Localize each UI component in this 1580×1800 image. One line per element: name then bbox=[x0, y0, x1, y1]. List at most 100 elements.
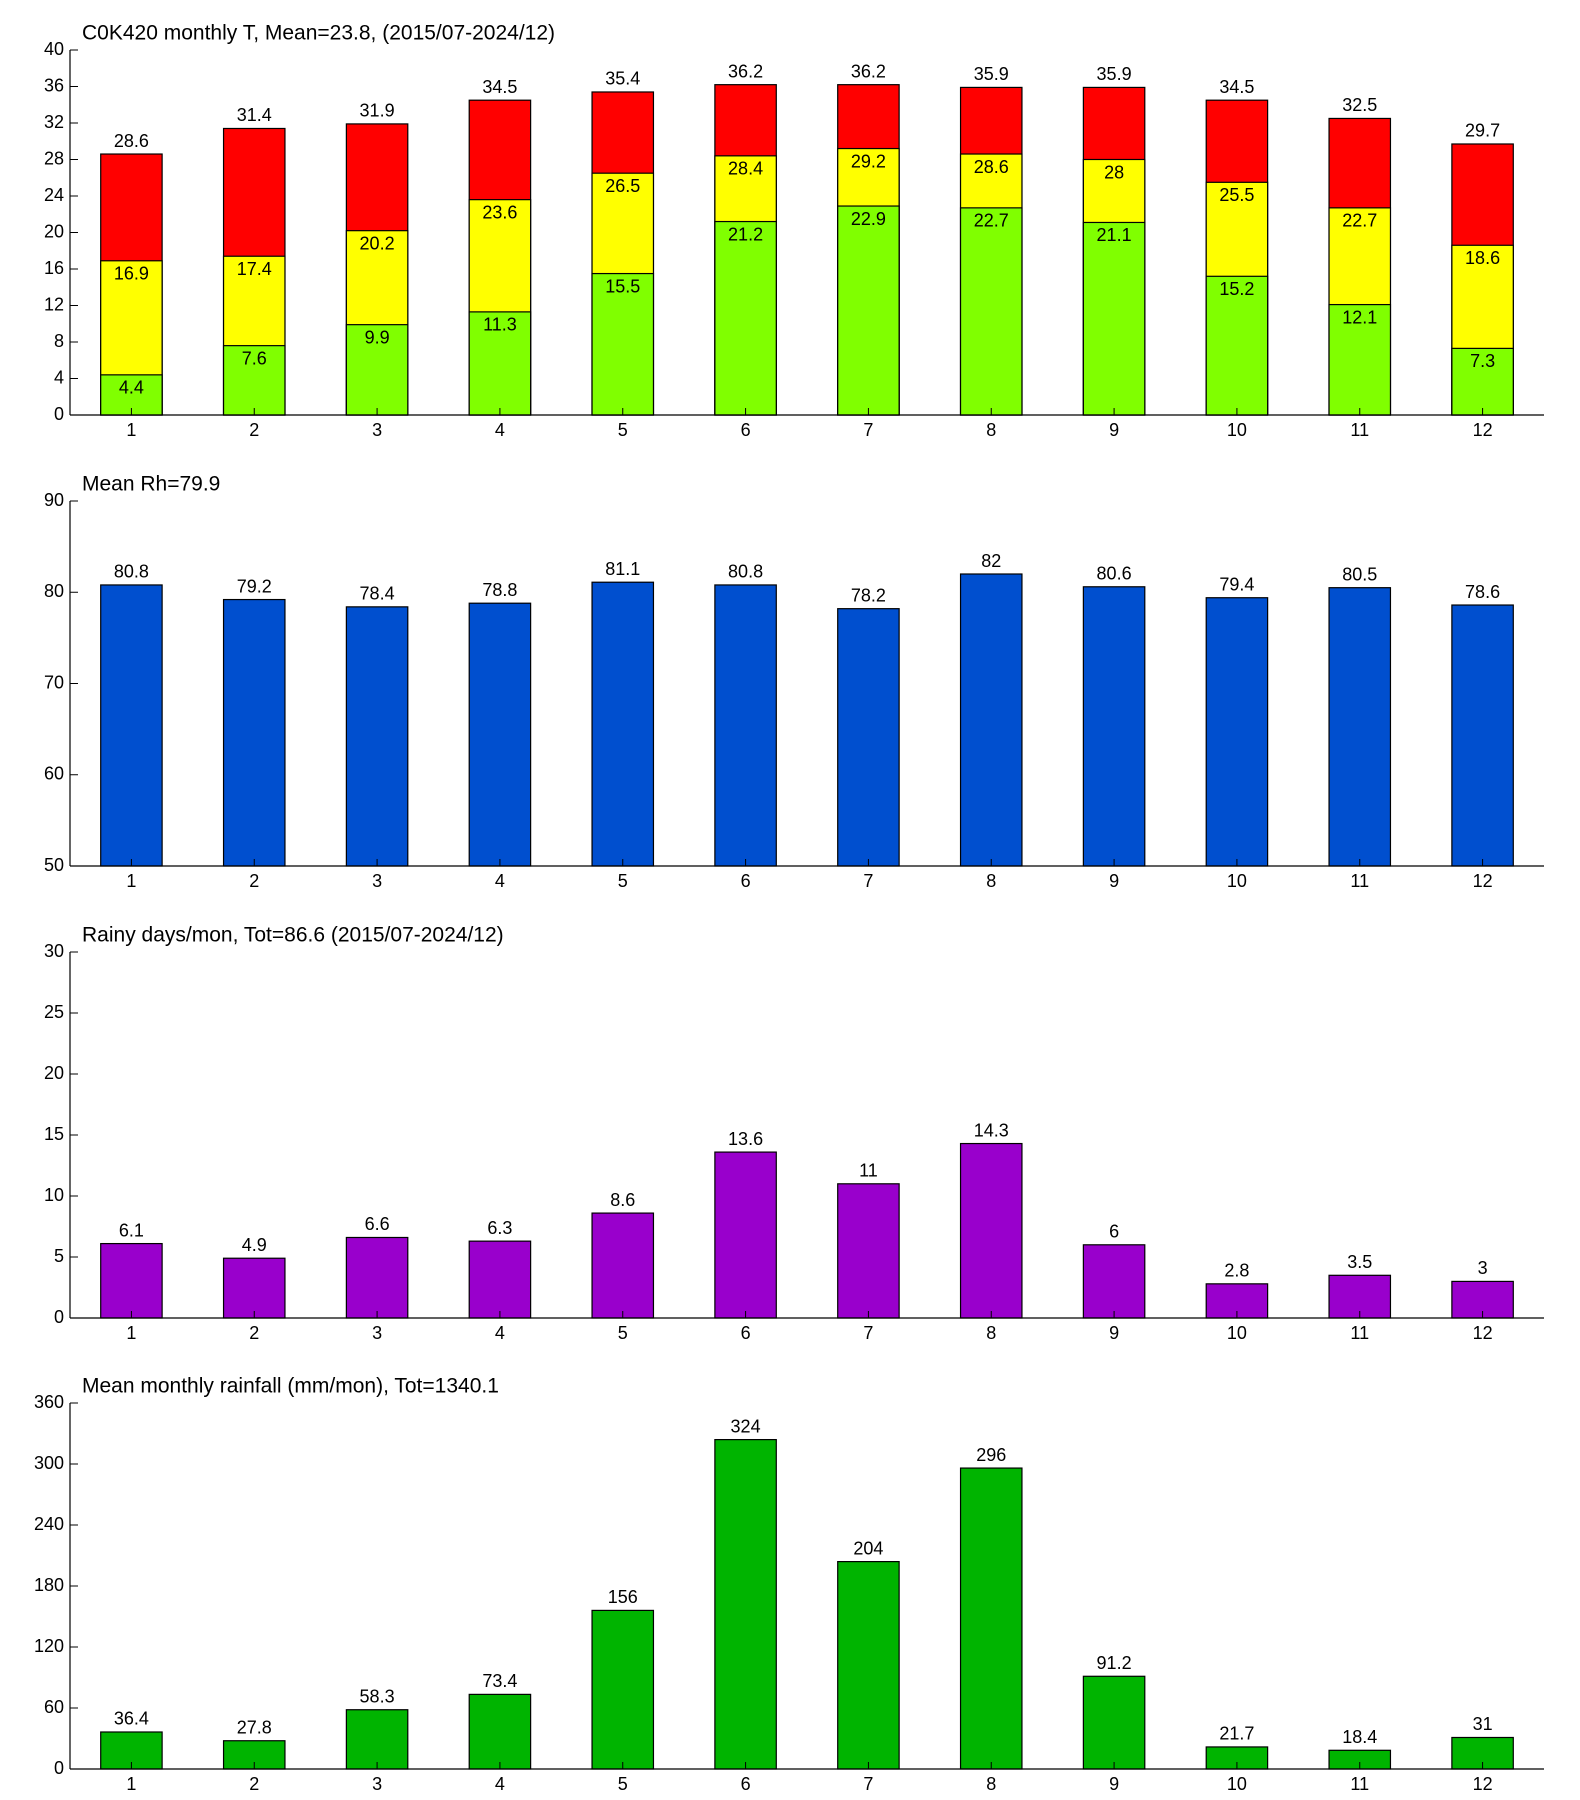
x-tick-label: 1 bbox=[126, 1774, 136, 1794]
bar bbox=[345, 324, 409, 416]
bar bbox=[591, 272, 655, 416]
x-tick-label: 5 bbox=[618, 871, 628, 891]
bar bbox=[1328, 587, 1392, 867]
y-tick-label: 25 bbox=[44, 1002, 64, 1022]
x-tick-label: 6 bbox=[741, 420, 751, 440]
x-tick-label: 7 bbox=[863, 1774, 873, 1794]
value-label: 31.4 bbox=[237, 105, 272, 125]
bar bbox=[468, 1240, 532, 1319]
y-tick-label: 4 bbox=[54, 367, 64, 387]
value-label: 18.6 bbox=[1465, 248, 1500, 268]
value-label: 34.5 bbox=[482, 77, 517, 97]
value-label: 29.7 bbox=[1465, 121, 1500, 141]
value-label: 7.6 bbox=[242, 348, 267, 368]
value-label: 25.5 bbox=[1219, 185, 1254, 205]
x-tick-label: 9 bbox=[1109, 1774, 1119, 1794]
x-tick-label: 12 bbox=[1473, 420, 1493, 440]
bar bbox=[1205, 275, 1269, 416]
x-tick-label: 2 bbox=[249, 420, 259, 440]
value-label: 82 bbox=[981, 551, 1001, 571]
x-tick-label: 8 bbox=[986, 1323, 996, 1343]
x-tick-label: 11 bbox=[1350, 871, 1369, 891]
bar bbox=[1328, 1274, 1392, 1319]
x-tick-label: 10 bbox=[1227, 1774, 1247, 1794]
x-tick-label: 1 bbox=[126, 871, 136, 891]
y-tick-label: 240 bbox=[34, 1514, 64, 1534]
chart-title: Mean Rh=79.9 bbox=[82, 473, 220, 496]
chart-title: Mean monthly rainfall (mm/mon), Tot=1340… bbox=[82, 1375, 499, 1398]
value-label: 78.6 bbox=[1465, 582, 1500, 602]
bar bbox=[714, 1151, 777, 1319]
bar bbox=[959, 573, 1023, 867]
x-tick-label: 3 bbox=[372, 871, 382, 891]
x-tick-label: 9 bbox=[1109, 1323, 1119, 1343]
x-tick-label: 7 bbox=[863, 420, 873, 440]
x-tick-label: 9 bbox=[1109, 420, 1119, 440]
value-label: 23.6 bbox=[482, 202, 517, 222]
value-label: 6.6 bbox=[365, 1214, 390, 1234]
value-label: 6.3 bbox=[487, 1218, 512, 1238]
value-label: 21.7 bbox=[1219, 1724, 1254, 1744]
bar bbox=[1082, 1244, 1146, 1319]
x-tick-label: 12 bbox=[1473, 1323, 1493, 1343]
y-tick-label: 15 bbox=[44, 1124, 64, 1144]
value-label: 36.2 bbox=[728, 61, 763, 81]
bar bbox=[345, 1236, 409, 1319]
value-label: 17.4 bbox=[237, 259, 272, 279]
x-tick-label: 8 bbox=[986, 1774, 996, 1794]
value-label: 80.5 bbox=[1342, 564, 1377, 584]
value-label: 11 bbox=[859, 1161, 878, 1181]
bar bbox=[468, 1693, 532, 1770]
bar bbox=[345, 606, 409, 867]
value-label: 58.3 bbox=[360, 1686, 395, 1706]
value-label: 324 bbox=[731, 1416, 761, 1436]
value-label: 81.1 bbox=[605, 559, 640, 579]
value-label: 15.2 bbox=[1219, 279, 1254, 299]
value-label: 28 bbox=[1104, 162, 1124, 182]
bar bbox=[1451, 604, 1514, 867]
bar bbox=[714, 1438, 777, 1770]
value-label: 28.6 bbox=[114, 131, 149, 151]
x-tick-label: 1 bbox=[126, 1323, 136, 1343]
bar bbox=[222, 598, 286, 867]
y-tick-label: 0 bbox=[54, 1758, 64, 1778]
y-tick-label: 36 bbox=[44, 75, 64, 95]
bar bbox=[837, 1560, 900, 1770]
value-label: 78.8 bbox=[482, 580, 517, 600]
x-tick-label: 6 bbox=[741, 1323, 751, 1343]
bar bbox=[837, 205, 900, 416]
x-tick-label: 10 bbox=[1227, 420, 1247, 440]
y-tick-label: 50 bbox=[44, 855, 64, 875]
bar bbox=[837, 1183, 900, 1319]
value-label: 35.4 bbox=[605, 69, 640, 89]
value-label: 4.4 bbox=[119, 378, 144, 398]
value-label: 156 bbox=[608, 1587, 638, 1607]
y-tick-label: 12 bbox=[44, 294, 64, 314]
x-tick-label: 4 bbox=[495, 1323, 505, 1343]
x-tick-label: 12 bbox=[1473, 1774, 1493, 1794]
bar bbox=[345, 1709, 409, 1770]
x-tick-label: 5 bbox=[618, 420, 628, 440]
y-tick-label: 300 bbox=[34, 1453, 64, 1473]
value-label: 35.9 bbox=[974, 64, 1009, 84]
x-tick-label: 7 bbox=[863, 1323, 873, 1343]
bar bbox=[468, 602, 532, 867]
value-label: 80.8 bbox=[114, 562, 149, 582]
bar bbox=[591, 1609, 655, 1770]
bar bbox=[959, 1142, 1023, 1319]
value-label: 6.1 bbox=[119, 1220, 144, 1240]
value-label: 6 bbox=[1109, 1222, 1119, 1242]
x-tick-label: 2 bbox=[249, 1323, 259, 1343]
x-tick-label: 4 bbox=[495, 420, 505, 440]
value-label: 36.4 bbox=[114, 1709, 149, 1729]
y-tick-label: 32 bbox=[44, 112, 64, 132]
y-tick-label: 20 bbox=[44, 1063, 64, 1083]
value-label: 9.9 bbox=[365, 327, 390, 347]
y-tick-label: 16 bbox=[44, 258, 64, 278]
y-tick-label: 180 bbox=[34, 1575, 64, 1595]
y-tick-label: 60 bbox=[44, 764, 64, 784]
x-tick-label: 8 bbox=[986, 871, 996, 891]
value-label: 32.5 bbox=[1342, 95, 1377, 115]
y-tick-label: 28 bbox=[44, 148, 64, 168]
